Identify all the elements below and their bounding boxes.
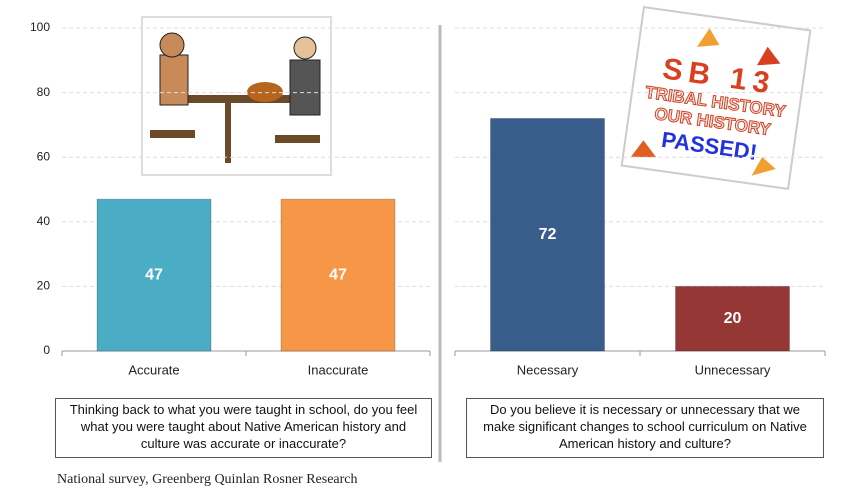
y-tick-label: 60 (37, 149, 51, 163)
x-tick-label: Inaccurate (308, 362, 369, 377)
y-tick-label: 0 (43, 343, 50, 357)
x-tick-label: Unnecessary (695, 362, 771, 377)
x-tick-label: Necessary (517, 362, 579, 377)
value-label: 47 (145, 266, 163, 283)
source-note: National survey, Greenberg Quinlan Rosne… (57, 472, 358, 488)
page: SB 13TRIBAL HISTORYOUR HISTORYPASSED! 0 2… (0, 0, 841, 492)
slide: SB 13TRIBAL HISTORYOUR HISTORYPASSED! 0 2… (0, 0, 841, 492)
value-label: 72 (539, 226, 557, 243)
y-tick-label: 100 (30, 20, 50, 34)
illustration (142, 17, 331, 175)
question-box: Do you believe it is necessary or unnece… (466, 398, 824, 458)
y-tick-label: 40 (37, 214, 51, 228)
x-tick-label: Accurate (128, 362, 179, 377)
value-label: 47 (329, 266, 347, 283)
question-box: Thinking back to what you were taught in… (55, 398, 432, 458)
y-tick-label: 20 (37, 279, 51, 293)
y-tick-label: 80 (37, 85, 51, 99)
value-label: 20 (724, 310, 742, 327)
